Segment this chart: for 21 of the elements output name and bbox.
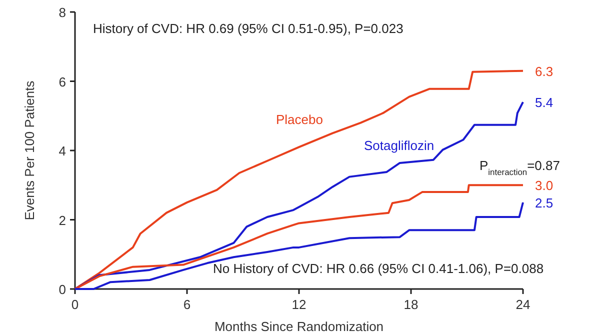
data-label: 3.0 [535,178,554,194]
y-tick-label: 2 [58,212,66,228]
annotation: No History of CVD: HR 0.66 (95% CI 0.41-1.06), P=0.088 [213,261,544,276]
y-tick-label: 4 [58,144,66,158]
x-tick-label: 6 [183,297,191,312]
x-tick-label: 0 [71,297,79,312]
series-label: Placebo [276,112,323,127]
data-label: 5.4 [535,95,554,110]
y-axis-title: Events Per 100 Patients [22,80,37,220]
series-label: Sotagliflozin [364,138,434,153]
annotation: P$_{interaction}$=0.87 [479,158,560,177]
data-label: 6.3 [535,64,554,79]
y-tick-label: 8 [58,5,66,20]
x-tick-label: 18 [404,297,418,312]
y-tick-label: 6 [58,74,66,90]
x-axis-title: Months Since Randomization [214,319,384,334]
annotation: History of CVD: HR 0.69 (95% CI 0.51-0.95), P=0.023 [93,21,404,36]
x-tick-label: 24 [516,297,530,312]
x-tick-label: 12 [292,297,306,312]
y-tick-label: 0 [58,282,66,297]
data-label: 2.5 [535,195,554,210]
